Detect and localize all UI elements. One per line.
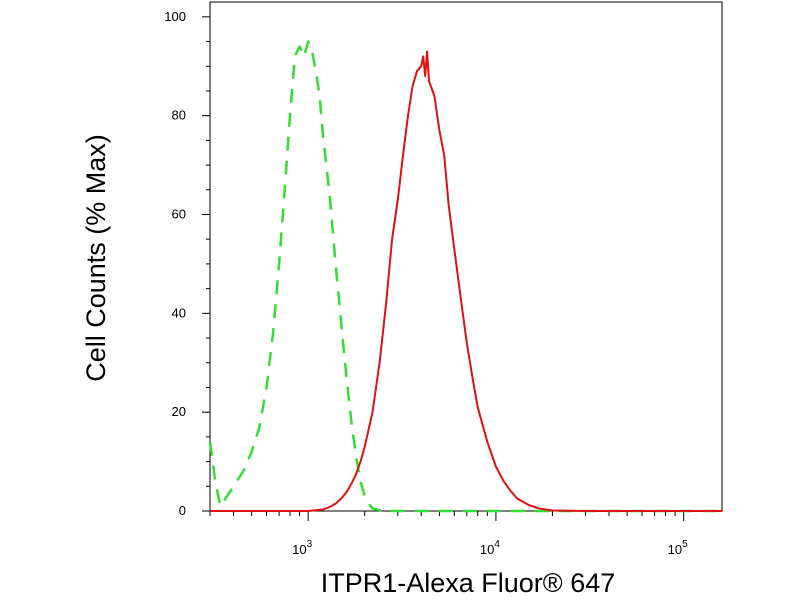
sample-series-line	[210, 50, 722, 512]
y-tick-label: 0	[179, 503, 186, 518]
y-axis-title: Cell Counts (% Max)	[81, 134, 111, 382]
x-tick-label: 103	[292, 539, 312, 557]
x-axis-title: ITPR1-Alexa Fluor® 647	[321, 568, 616, 598]
y-tick-label: 20	[172, 404, 186, 419]
y-axis-ticks: 0 20 40 60 80 100	[164, 9, 210, 518]
x-axis-ticks: 103 104 105	[209, 511, 688, 557]
x-tick-label: 104	[480, 539, 500, 557]
plot-frame	[209, 1, 723, 512]
series-layer	[208, 40, 722, 513]
y-tick-label: 40	[172, 305, 186, 320]
y-tick-label: 100	[164, 9, 186, 24]
control-series-line	[208, 40, 722, 513]
y-tick-label: 80	[172, 108, 186, 123]
x-tick-label: 105	[668, 539, 688, 557]
y-tick-label: 60	[172, 206, 186, 221]
